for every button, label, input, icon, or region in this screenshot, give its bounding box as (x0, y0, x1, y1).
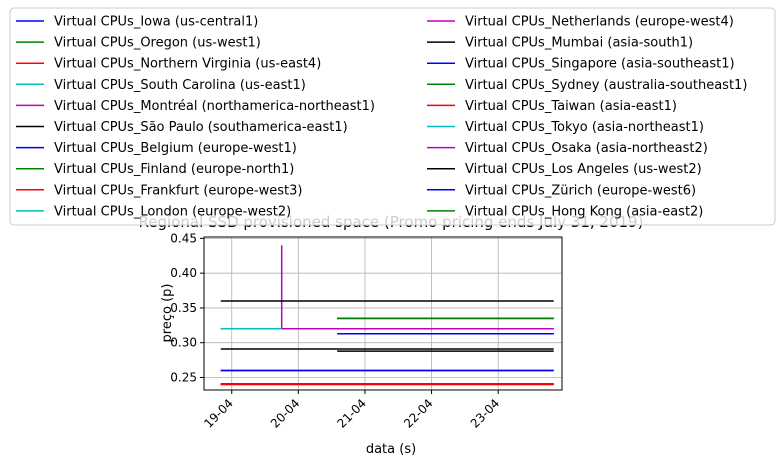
legend-label: Virtual CPUs_South Carolina (us-east1) (54, 78, 306, 93)
legend-box (9, 7, 776, 226)
legend-label: Virtual CPUs_Mumbai (asia-south1) (465, 36, 693, 51)
legend-label: Virtual CPUs_Los Angeles (us-west2) (465, 162, 702, 177)
legend-label: Virtual CPUs_Sydney (australia-southeast… (465, 78, 747, 93)
y-axis-label: preço (p) (160, 284, 175, 343)
x-axis-label: data (s) (366, 442, 416, 457)
y-tick-label: 0.30 (170, 336, 197, 350)
legend-label: Virtual CPUs_Netherlands (europe-west4) (465, 15, 734, 30)
legend-label: Virtual CPUs_Belgium (europe-west1) (54, 141, 297, 156)
legend-label: Virtual CPUs_Singapore (asia-southeast1) (465, 57, 735, 72)
series-lines (220, 245, 554, 386)
x-tick-label: 21-04 (335, 396, 370, 431)
legend-label: Virtual CPUs_Taiwan (asia-east1) (465, 99, 677, 114)
legend-label: Virtual CPUs_Iowa (us-central1) (54, 15, 258, 30)
y-tick-label: 0.35 (170, 301, 197, 315)
plot-area (204, 237, 562, 390)
legend: Virtual CPUs_Iowa (us-central1) Virtual C… (9, 7, 776, 226)
legend-label: Virtual CPUs_Osaka (asia-northeast2) (465, 141, 708, 156)
y-ticks: 0.25 0.30 0.35 0.40 0.45 (170, 231, 204, 384)
x-ticks: 19-04 20-04 21-04 22-04 23-04 (201, 390, 502, 431)
legend-label: Virtual CPUs_Frankfurt (europe-west3) (54, 183, 302, 198)
legend-label: Virtual CPUs_São Paulo (southamerica-eas… (54, 120, 348, 135)
grid (204, 237, 562, 390)
x-tick-label: 20-04 (268, 396, 303, 431)
legend-label: Virtual CPUs_Northern Virginia (us-east4… (54, 57, 321, 72)
legend-label: Virtual CPUs_Hong Kong (asia-east2) (465, 204, 703, 219)
x-tick-label: 23-04 (468, 396, 503, 431)
y-tick-label: 0.25 (170, 370, 197, 384)
x-tick-label: 22-04 (401, 396, 436, 431)
legend-label: Virtual CPUs_Oregon (us-west1) (54, 36, 261, 51)
y-tick-label: 0.45 (170, 231, 197, 245)
x-tick-label: 19-04 (201, 396, 236, 431)
legend-label: Virtual CPUs_Montréal (northamerica-nort… (54, 99, 375, 114)
y-tick-label: 0.40 (170, 266, 197, 280)
legend-label: Virtual CPUs_Finland (europe-north1) (54, 162, 294, 177)
legend-label: Virtual CPUs_Zürich (europe-west6) (465, 183, 696, 198)
plot-frame (203, 236, 563, 391)
axes: 19-04 20-04 21-04 22-04 23-04 0.250.300.350.… (160, 231, 563, 457)
legend-label: Virtual CPUs_London (europe-west2) (54, 204, 291, 219)
legend-label: Virtual CPUs_Tokyo (asia-northeast1) (465, 120, 704, 135)
